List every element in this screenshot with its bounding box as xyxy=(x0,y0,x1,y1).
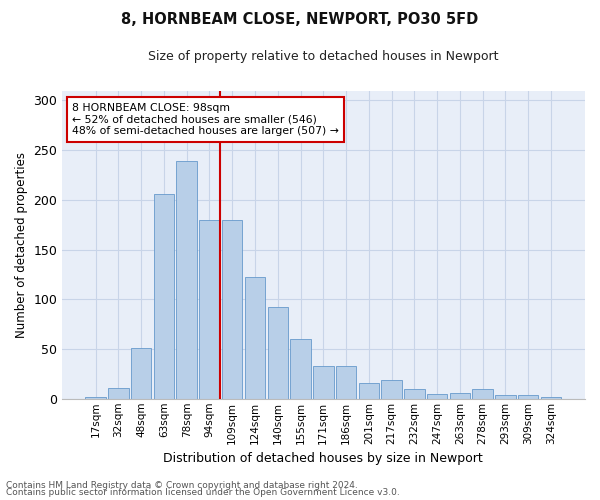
Bar xyxy=(518,395,538,399)
Bar xyxy=(336,366,356,399)
Bar xyxy=(359,383,379,399)
Bar xyxy=(427,394,448,399)
Text: 8 HORNBEAM CLOSE: 98sqm
← 52% of detached houses are smaller (546)
48% of semi-d: 8 HORNBEAM CLOSE: 98sqm ← 52% of detache… xyxy=(72,103,339,136)
Y-axis label: Number of detached properties: Number of detached properties xyxy=(15,152,28,338)
Bar xyxy=(382,380,402,399)
Bar xyxy=(154,194,174,399)
Text: Contains HM Land Registry data © Crown copyright and database right 2024.: Contains HM Land Registry data © Crown c… xyxy=(6,480,358,490)
Bar xyxy=(268,308,288,399)
Bar xyxy=(404,389,425,399)
Bar xyxy=(85,397,106,399)
Bar xyxy=(541,397,561,399)
Title: Size of property relative to detached houses in Newport: Size of property relative to detached ho… xyxy=(148,50,499,63)
Bar xyxy=(472,389,493,399)
Text: 8, HORNBEAM CLOSE, NEWPORT, PO30 5FD: 8, HORNBEAM CLOSE, NEWPORT, PO30 5FD xyxy=(121,12,479,28)
Bar xyxy=(131,348,151,399)
Bar xyxy=(222,220,242,399)
Bar xyxy=(199,220,220,399)
Bar xyxy=(108,388,128,399)
Bar xyxy=(495,395,515,399)
Text: Contains public sector information licensed under the Open Government Licence v3: Contains public sector information licen… xyxy=(6,488,400,497)
Bar xyxy=(313,366,334,399)
Bar xyxy=(290,339,311,399)
X-axis label: Distribution of detached houses by size in Newport: Distribution of detached houses by size … xyxy=(163,452,483,465)
Bar xyxy=(176,161,197,399)
Bar xyxy=(245,278,265,399)
Bar xyxy=(449,393,470,399)
